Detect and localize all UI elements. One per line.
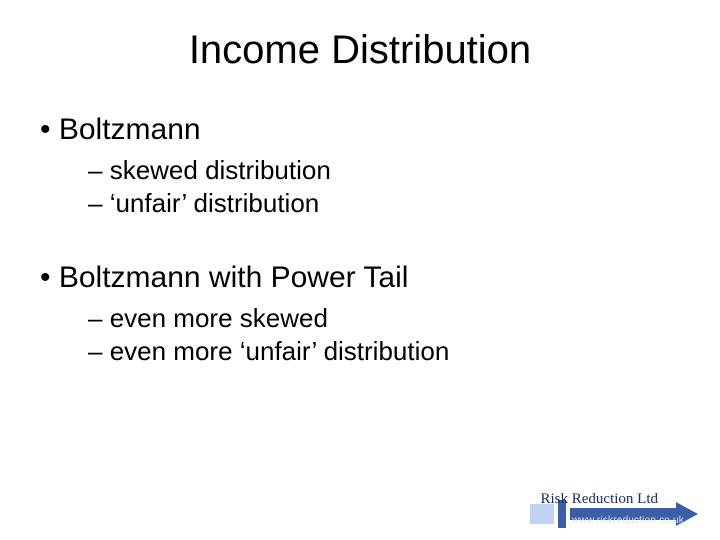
subbullet-more-skewed: even more skewed (88, 303, 680, 334)
spacer (40, 221, 680, 261)
page-title: Income Distribution (40, 28, 680, 73)
bullet-boltzmann-power-tail: Boltzmann with Power Tail (40, 261, 680, 295)
logo-text: Risk Reduction Ltd (541, 491, 659, 508)
bullet-boltzmann: Boltzmann (40, 113, 680, 147)
subbullet-skewed: skewed distribution (88, 155, 680, 186)
logo-url: www.riskreduction.co.uk (572, 515, 684, 526)
subbullet-unfair: ‘unfair’ distribution (88, 188, 680, 219)
logo: Risk Reduction Ltd www.riskreduction.co.… (530, 500, 700, 528)
subbullet-more-unfair: even more ‘unfair’ distribution (88, 336, 680, 367)
slide: Income Distribution Boltzmann skewed dis… (0, 0, 720, 540)
